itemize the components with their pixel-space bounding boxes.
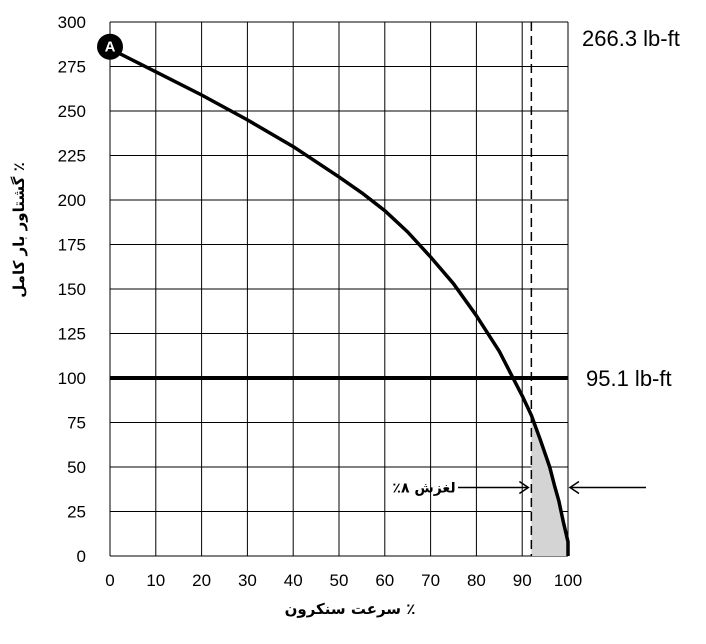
chart-grid bbox=[109, 21, 569, 557]
y-tick-label: 150 bbox=[58, 280, 86, 299]
y-tick-label: 100 bbox=[58, 369, 86, 388]
y-axis-ticks: 0 25 50 75 100 125 150 175 200 225 250 275 300 bbox=[58, 13, 86, 566]
y-tick-label: 0 bbox=[77, 547, 86, 566]
x-tick-label: 0 bbox=[105, 571, 114, 590]
x-tick-label: 50 bbox=[330, 571, 349, 590]
x-tick-label: 20 bbox=[192, 571, 211, 590]
slip-label: لغزش ٨٪ bbox=[392, 481, 455, 497]
start-marker: A bbox=[97, 33, 123, 60]
y-axis-title: ٪ گشتاور بار کامل bbox=[10, 162, 28, 297]
y-tick-label: 125 bbox=[58, 325, 86, 344]
y-tick-label: 225 bbox=[58, 147, 86, 166]
x-tick-label: 30 bbox=[238, 571, 257, 590]
y-tick-label: 300 bbox=[58, 13, 86, 32]
x-tick-label: 80 bbox=[467, 571, 486, 590]
y-tick-label: 275 bbox=[58, 58, 86, 77]
slip-arrowhead-right bbox=[568, 480, 580, 495]
x-tick-label: 90 bbox=[513, 571, 532, 590]
torque-curve bbox=[109, 47, 570, 556]
rated-torque-label: 95.1 lb-ft bbox=[586, 366, 672, 391]
x-tick-label: 10 bbox=[146, 571, 165, 590]
slip-arrowhead-left bbox=[518, 480, 530, 495]
y-tick-label: 25 bbox=[67, 503, 86, 522]
y-tick-label: 175 bbox=[58, 236, 86, 255]
x-tick-label: 60 bbox=[375, 571, 394, 590]
y-tick-label: 200 bbox=[58, 191, 86, 210]
y-tick-label: 50 bbox=[67, 458, 86, 477]
x-tick-label: 70 bbox=[421, 571, 440, 590]
slip-annotation: لغزش ٨٪ bbox=[392, 481, 646, 497]
x-axis-title: ٪ سرعت سنکرون bbox=[285, 600, 416, 618]
max-torque-label: 266.3 lb-ft bbox=[582, 26, 680, 51]
slip-shaded-region bbox=[531, 415, 568, 556]
start-marker-label: A bbox=[105, 39, 116, 56]
x-axis-ticks: 0 10 20 30 40 50 60 70 80 90 100 bbox=[105, 571, 582, 590]
x-tick-label: 40 bbox=[284, 571, 303, 590]
y-tick-label: 75 bbox=[67, 414, 86, 433]
y-tick-label: 250 bbox=[58, 102, 86, 121]
x-tick-label: 100 bbox=[554, 571, 582, 590]
